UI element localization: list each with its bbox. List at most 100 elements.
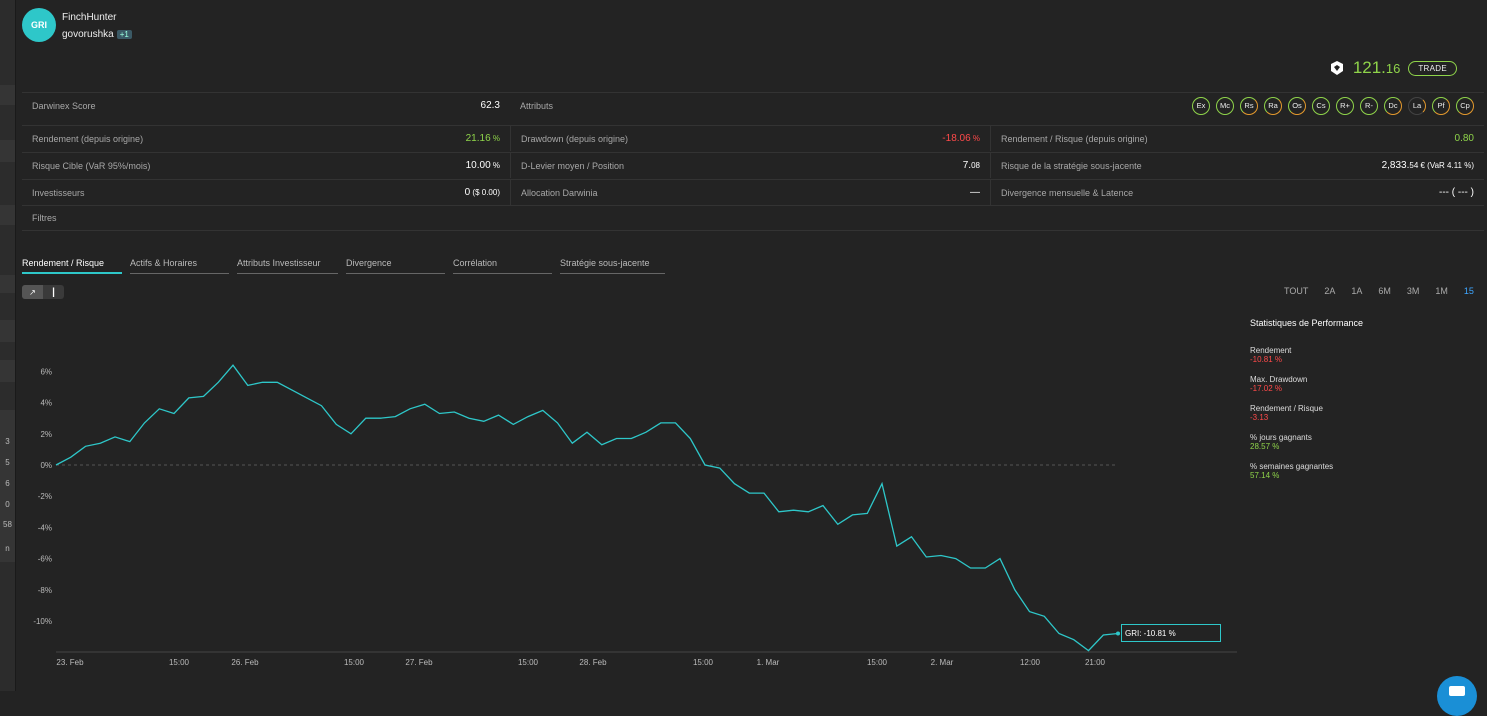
- perf-label: Max. Drawdown: [1250, 375, 1308, 384]
- attribute-badge-ex[interactable]: Ex: [1192, 96, 1210, 115]
- shield-icon: [1330, 61, 1343, 75]
- stat-label: Risque de la stratégie sous-jacente: [1001, 160, 1142, 171]
- perf-value: 57.14 %: [1250, 471, 1280, 480]
- x-tick-label: 26. Feb: [231, 658, 259, 667]
- chart-tooltip: GRI: -10.81 %: [1121, 624, 1221, 642]
- x-tick-label: 28. Feb: [579, 658, 607, 667]
- last-point-marker: [1116, 631, 1120, 636]
- perf-value: -10.81 %: [1250, 355, 1283, 364]
- x-tick-label: 27. Feb: [405, 658, 433, 667]
- strip-number: 58: [3, 520, 12, 529]
- strip-number: 6: [5, 479, 10, 488]
- stat-label: Rendement / Risque (depuis origine): [1001, 133, 1148, 144]
- tab-underlying-strategy[interactable]: Stratégie sous-jacente: [560, 258, 665, 274]
- perf-value: 28.57 %: [1250, 442, 1280, 451]
- y-tick-label: 0%: [40, 461, 52, 470]
- avatar[interactable]: GRI: [22, 8, 56, 42]
- price-value: 121.16: [1352, 58, 1401, 77]
- y-tick-label: -8%: [38, 586, 52, 595]
- x-tick-label: 2. Mar: [931, 658, 954, 667]
- stats-row: Risque Cible (VaR 95%/mois) 10.00 % D-Lev…: [22, 152, 1484, 178]
- tab-assets-hours[interactable]: Actifs & Horaires: [130, 258, 229, 274]
- period-option[interactable]: 1A: [1351, 286, 1363, 296]
- perf-label: Rendement / Risque: [1250, 404, 1323, 413]
- investors-value: 0 ($ 0.00): [464, 187, 500, 198]
- attribute-badge-pf[interactable]: Pf: [1432, 96, 1450, 115]
- perf-item: % semaines gagnantes 57.14 %: [1250, 462, 1363, 480]
- x-tick-label: 15:00: [518, 658, 539, 667]
- darwin-subtitle: govorushka +1: [62, 29, 132, 40]
- trade-button[interactable]: TRADE: [1408, 60, 1457, 76]
- y-tick-label: -2%: [38, 492, 52, 501]
- attribute-badge-rminus[interactable]: R-: [1360, 96, 1378, 115]
- chat-icon: [1449, 686, 1465, 696]
- x-tick-label: 15:00: [867, 658, 888, 667]
- stat-label: D-Levier moyen / Position: [521, 160, 625, 171]
- x-tick-label: 15:00: [344, 658, 365, 667]
- perf-item: Rendement / Risque -3.13: [1250, 404, 1363, 422]
- stat-label: Divergence mensuelle & Latence: [1001, 187, 1134, 198]
- leverage-value: 7.08: [962, 160, 980, 171]
- perf-label: Rendement: [1250, 346, 1292, 355]
- period-option[interactable]: 2A: [1324, 286, 1336, 296]
- tab-investor-attributes[interactable]: Attributs Investisseur: [237, 258, 338, 274]
- plus-badge[interactable]: +1: [116, 30, 132, 39]
- y-tick-label: 6%: [40, 367, 52, 376]
- tab-bar: Rendement / Risque Actifs & Horaires Att…: [22, 258, 673, 274]
- x-tick-label: 15:00: [693, 658, 714, 667]
- stat-label: Attributs: [520, 100, 554, 111]
- var-value: 10.00 %: [465, 160, 500, 171]
- darwin-name[interactable]: FinchHunter: [62, 12, 117, 23]
- line-chart-icon[interactable]: ↗: [22, 285, 43, 299]
- divergence-value: --- ( --- ): [1439, 187, 1474, 198]
- y-tick-label: -10%: [33, 617, 52, 626]
- attribute-badge-mc[interactable]: Mc: [1216, 96, 1234, 115]
- attribute-badge-cp[interactable]: Cp: [1456, 96, 1474, 115]
- perf-label: % semaines gagnantes: [1250, 462, 1334, 471]
- filters-link[interactable]: Filtres: [32, 213, 57, 223]
- stats-row: Filtres: [22, 205, 1484, 231]
- strip-number: n: [5, 544, 10, 553]
- period-option[interactable]: 1M: [1435, 286, 1448, 296]
- chat-button[interactable]: [1437, 676, 1477, 716]
- series-line: [55, 364, 1119, 652]
- tab-return-risk[interactable]: Rendement / Risque: [22, 258, 122, 274]
- attribute-badge-la[interactable]: La: [1408, 96, 1426, 115]
- strip-number: 5: [5, 458, 10, 467]
- x-tick-label: 12:00: [1020, 658, 1041, 667]
- perf-title: Statistiques de Performance: [1250, 318, 1364, 328]
- stat-label: Rendement (depuis origine): [32, 133, 144, 144]
- darwinex-score-value: 62.3: [480, 100, 500, 111]
- strategy-risk-value: 2,833.54 € (VaR 4.11 %): [1381, 160, 1474, 171]
- attributes-list: Ex Mc Rs Ra Os Cs R+ R- Dc La Pf Cp: [1192, 96, 1474, 115]
- attribute-badge-os[interactable]: Os: [1288, 96, 1306, 115]
- tab-divergence[interactable]: Divergence: [346, 258, 445, 274]
- period-option[interactable]: 15: [1463, 286, 1474, 296]
- attribute-badge-rplus[interactable]: R+: [1336, 96, 1354, 115]
- stat-label: Drawdown (depuis origine): [521, 133, 629, 144]
- period-option[interactable]: TOUT: [1284, 286, 1309, 296]
- perf-value: -17.02 %: [1250, 384, 1283, 393]
- allocation-value: —: [970, 187, 980, 198]
- rr-value: 0.80: [1454, 133, 1474, 144]
- y-tick-label: 2%: [40, 430, 52, 439]
- stat-label: Darwinex Score: [32, 100, 96, 111]
- return-chart[interactable]: 6% 4% 2% 0% -2% -4% -6% -8% -10% 23. Feb 15:00 26. …: [22, 300, 1242, 685]
- trader-name[interactable]: govorushka: [62, 29, 114, 40]
- x-tick-label: 23. Feb: [56, 658, 84, 667]
- return-value: 21.16 %: [465, 133, 500, 144]
- perf-label: % jours gagnants: [1250, 433, 1312, 442]
- attribute-badge-cs[interactable]: Cs: [1312, 96, 1330, 115]
- period-option[interactable]: 3M: [1406, 286, 1420, 296]
- chart-type-toggle: ↗ ┃: [22, 285, 64, 299]
- y-tick-label: -4%: [38, 523, 52, 532]
- tab-correlation[interactable]: Corrélation: [453, 258, 552, 274]
- attribute-badge-dc[interactable]: Dc: [1384, 96, 1402, 115]
- attribute-badge-rs[interactable]: Rs: [1240, 96, 1258, 115]
- attribute-badge-ra[interactable]: Ra: [1264, 96, 1282, 115]
- perf-item: Rendement -10.81 %: [1250, 346, 1363, 364]
- x-tick-label: 21:00: [1085, 658, 1106, 667]
- candlestick-icon[interactable]: ┃: [51, 287, 56, 297]
- performance-stats: Statistiques de Performance Rendement -10…: [1250, 318, 1363, 491]
- period-option[interactable]: 6M: [1378, 286, 1391, 296]
